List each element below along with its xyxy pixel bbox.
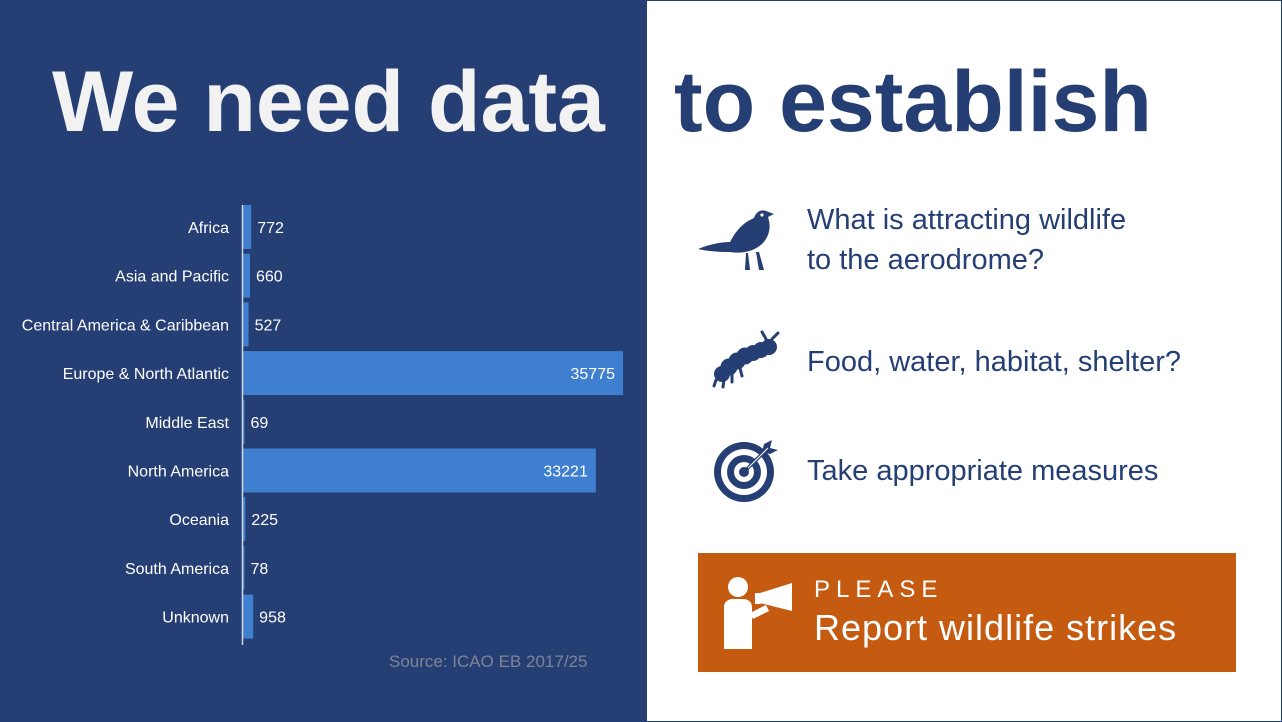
caterpillar-icon [698, 330, 782, 395]
category-label: Central America & Caribbean [22, 317, 229, 334]
bar-oceania [243, 497, 246, 542]
category-label: Unknown [162, 610, 229, 627]
target-icon [698, 438, 782, 513]
category-label: Europe & North Atlantic [63, 366, 229, 383]
item-food-water: Food, water, habitat, shelter? [698, 330, 1258, 390]
category-label: South America [125, 561, 229, 578]
value-label: 69 [251, 415, 269, 432]
item-text: Food, water, habitat, shelter? [807, 346, 1181, 378]
value-label: 78 [251, 561, 269, 578]
bar-africa [243, 205, 252, 249]
headline-left: We need data [52, 54, 605, 150]
bars-group: Africa 772 Asia and Pacific 660 Central Amer… [22, 205, 623, 639]
item-text: Take appropriate measures [807, 455, 1159, 487]
value-label: 660 [256, 269, 283, 286]
item-text: What is attracting wildlife to the aerod… [807, 200, 1126, 280]
category-label: Middle East [145, 415, 229, 432]
bird-icon [698, 202, 778, 277]
cta-report: Report wildlife strikes [814, 607, 1178, 648]
item-line-2: to the aerodrome? [807, 244, 1044, 276]
bar-south-america [243, 545, 245, 590]
value-label: 225 [251, 512, 278, 529]
category-label: Asia and Pacific [115, 269, 229, 286]
bar-central-america-caribbean [243, 302, 249, 347]
bar-europe-north-atlantic [243, 351, 623, 396]
value-label: 527 [255, 317, 282, 334]
value-label: 35775 [571, 366, 616, 383]
bar-middle-east [243, 399, 245, 444]
megaphone-person-icon [722, 577, 798, 656]
item-wildlife-attraction: What is attracting wildlife to the aerod… [698, 198, 1258, 288]
value-label: 33221 [543, 464, 588, 481]
report-banner: PLEASE Report wildlife strikes [698, 553, 1236, 672]
category-label: Africa [188, 220, 229, 237]
item-measures: Take appropriate measures [698, 438, 1258, 508]
bar-chart: Africa 772 Asia and Pacific 660 Central Amer… [22, 205, 623, 645]
bar-north-america [243, 448, 596, 493]
value-label: 958 [259, 610, 286, 627]
chart-source: Source: ICAO EB 2017/25 [389, 652, 588, 671]
item-line-1: What is attracting wildlife [807, 204, 1127, 236]
cta-please: PLEASE [814, 576, 944, 603]
bar-unknown [243, 594, 254, 639]
headline-right: to establish [674, 54, 1152, 150]
bar-asia-and-pacific [243, 253, 251, 298]
category-label: North America [128, 464, 229, 481]
value-label: 772 [257, 220, 284, 237]
category-label: Oceania [169, 512, 229, 529]
